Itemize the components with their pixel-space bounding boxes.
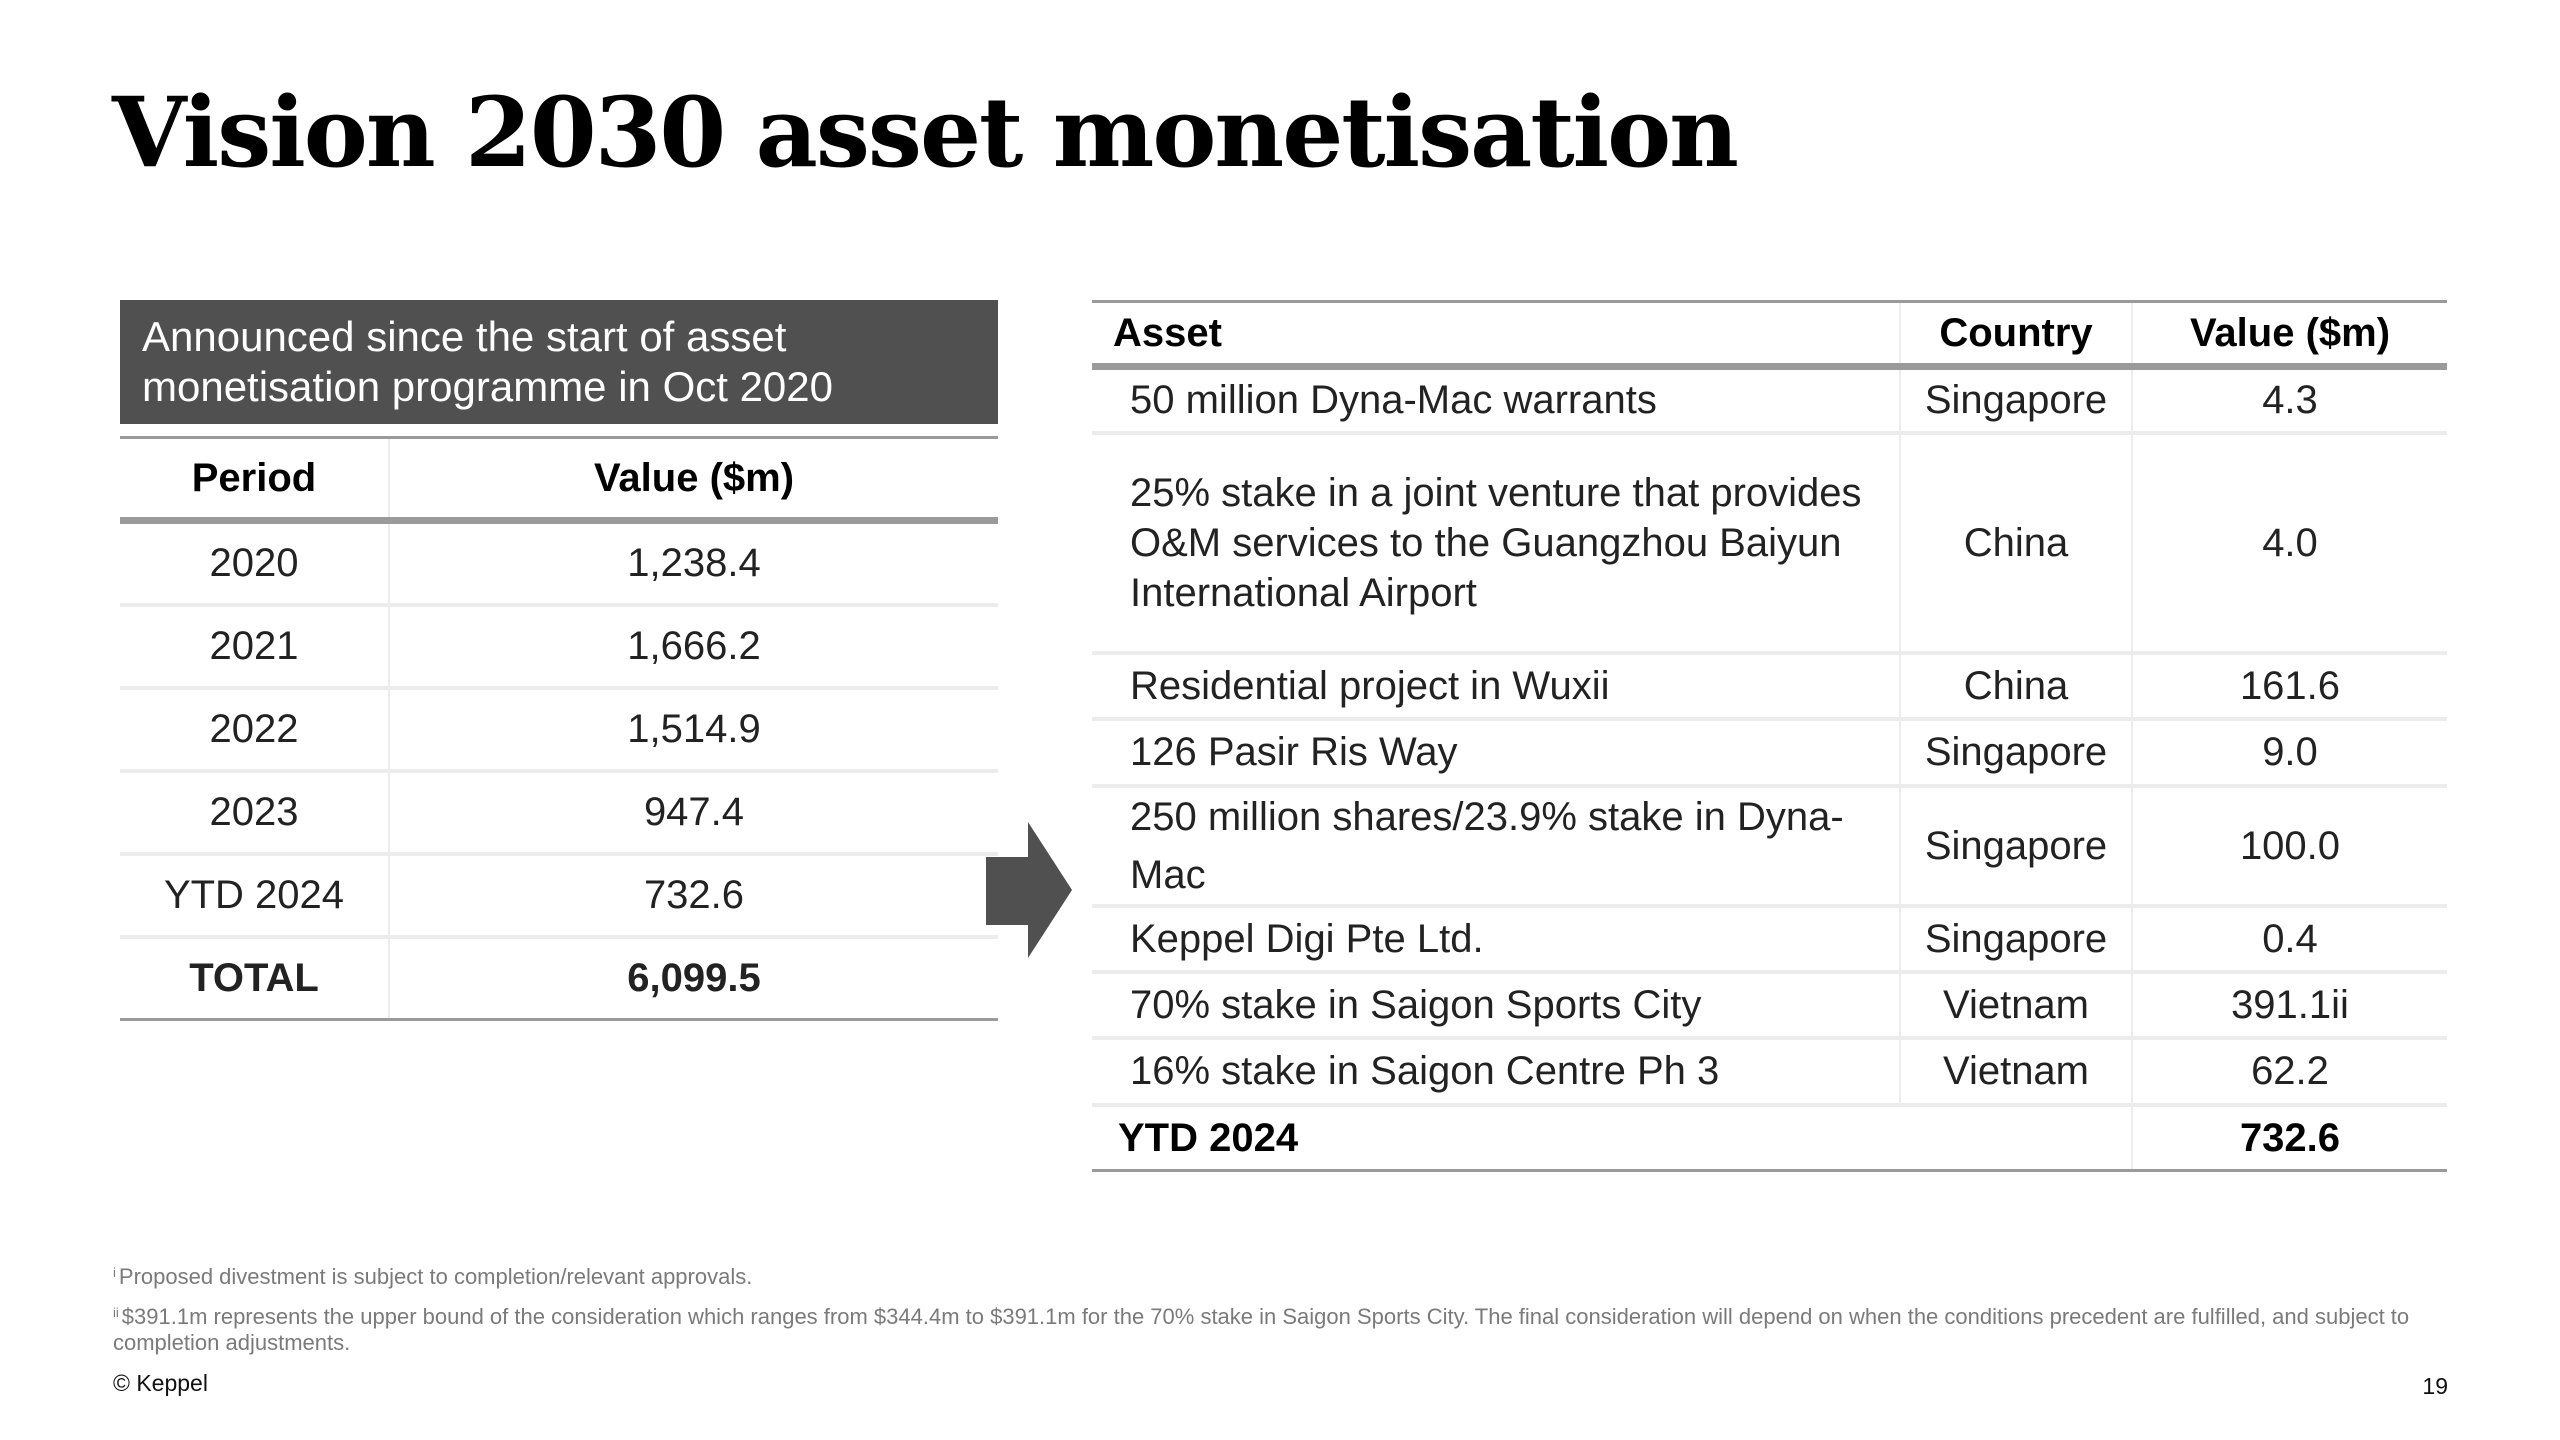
value-cell: 1,238.4 bbox=[389, 520, 998, 607]
total-label: TOTAL bbox=[120, 937, 390, 1021]
table-row: YTD 2024 732.6 bbox=[120, 854, 998, 939]
value-cell: 947.4 bbox=[389, 771, 998, 856]
period-cell: 2023 bbox=[120, 771, 390, 856]
period-cell: YTD 2024 bbox=[120, 854, 390, 939]
country-cell: China bbox=[1900, 652, 2133, 721]
value-cell: 1,666.2 bbox=[389, 605, 998, 690]
period-summary-table: Period Value ($m) 2020 1,238.4 2021 1,66… bbox=[120, 436, 998, 1021]
total-value: 732.6 bbox=[2132, 1104, 2447, 1172]
asset-cell: 250 million shares/23.9% stake in Dyna-M… bbox=[1092, 785, 1901, 908]
country-cell: Vietnam bbox=[1900, 1037, 2133, 1107]
asset-cell: 70% stake in Saigon Sports City bbox=[1092, 971, 1901, 1040]
total-label: YTD 2024 bbox=[1092, 1104, 2133, 1172]
table-row: 70% stake in Saigon Sports City Vietnam … bbox=[1092, 971, 2447, 1040]
period-cell: 2022 bbox=[120, 688, 390, 773]
column-header-period: Period bbox=[120, 437, 390, 521]
total-row: TOTAL 6,099.5 bbox=[120, 937, 998, 1021]
asset-cell: 25% stake in a joint venture that provid… bbox=[1092, 432, 1901, 655]
asset-cell: 126 Pasir Ris Way bbox=[1092, 718, 1901, 788]
table-row: 126 Pasir Ris Way Singapore 9.0 bbox=[1092, 718, 2447, 788]
table-row: Keppel Digi Pte Ltd. Singapore 0.4 bbox=[1092, 905, 2447, 974]
table-row: 2023 947.4 bbox=[120, 771, 998, 856]
copyright: © Keppel bbox=[113, 1370, 208, 1396]
value-cell: 4.0 bbox=[2132, 432, 2447, 655]
table-row: 50 million Dyna-Mac warrants Singapore 4… bbox=[1092, 366, 2447, 435]
value-cell: 62.2 bbox=[2132, 1037, 2447, 1107]
country-cell: Singapore bbox=[1900, 366, 2133, 435]
table-row: 16% stake in Saigon Centre Ph 3 Vietnam … bbox=[1092, 1037, 2447, 1107]
table-row: 250 million shares/23.9% stake in Dyna-M… bbox=[1092, 785, 2447, 908]
country-cell: China bbox=[1900, 432, 2133, 655]
country-cell: Singapore bbox=[1900, 718, 2133, 788]
table-row: 2022 1,514.9 bbox=[120, 688, 998, 773]
period-summary-panel: Announced since the start of asset monet… bbox=[120, 300, 998, 1021]
value-cell: 161.6 bbox=[2132, 652, 2447, 721]
country-cell: Singapore bbox=[1900, 905, 2133, 974]
column-header-value: Value ($m) bbox=[593, 455, 795, 500]
right-arrow-icon bbox=[986, 822, 1072, 958]
footnote: ii $391.1m represents the upper bound of … bbox=[113, 1304, 2453, 1356]
footnotes: i Proposed divestment is subject to compl… bbox=[113, 1264, 2453, 1370]
column-header-value: Value ($m) bbox=[2189, 310, 2391, 355]
page-number: 19 bbox=[2422, 1373, 2448, 1399]
value-cell: 732.6 bbox=[389, 854, 998, 939]
asset-cell: 50 million Dyna-Mac warrants bbox=[1092, 366, 1901, 435]
asset-table: Asset Country Value ($m) 50 million Dyna… bbox=[1092, 300, 2447, 1172]
table-header-row: Asset Country Value ($m) bbox=[1092, 301, 2447, 367]
value-cell: 100.0 bbox=[2132, 785, 2447, 908]
footnote-text: $391.1m represents the upper bound of th… bbox=[113, 1304, 2410, 1355]
total-row: YTD 2024 732.6 bbox=[1092, 1104, 2447, 1172]
value-cell: 0.4 bbox=[2132, 905, 2447, 974]
column-header-country: Country bbox=[1900, 301, 2133, 367]
asset-cell: 16% stake in Saigon Centre Ph 3 bbox=[1092, 1037, 1901, 1107]
arrow-shape bbox=[986, 822, 1072, 958]
value-cell: 391.1ii bbox=[2132, 971, 2447, 1040]
country-cell: Singapore bbox=[1900, 785, 2133, 908]
value-cell: 9.0 bbox=[2132, 718, 2447, 788]
footnote-text: Proposed divestment is subject to comple… bbox=[118, 1264, 753, 1289]
period-cell: 2021 bbox=[120, 605, 390, 690]
value-cell: 1,514.9 bbox=[389, 688, 998, 773]
table-row: 25% stake in a joint venture that provid… bbox=[1092, 432, 2447, 655]
asset-cell: Residential project in Wuxii bbox=[1092, 652, 1901, 721]
value-cell: 4.3 bbox=[2132, 366, 2447, 435]
total-value: 6,099.5 bbox=[389, 937, 998, 1021]
asset-cell: Keppel Digi Pte Ltd. bbox=[1092, 905, 1901, 974]
table-row: 2021 1,666.2 bbox=[120, 605, 998, 690]
footnote-marker: i bbox=[113, 1265, 116, 1280]
table-row: Residential project in Wuxii China 161.6 bbox=[1092, 652, 2447, 721]
page-title: Vision 2030 asset monetisation bbox=[112, 76, 1739, 189]
footnote-marker: ii bbox=[113, 1305, 119, 1320]
country-cell: Vietnam bbox=[1900, 971, 2133, 1040]
table-header-row: Period Value ($m) bbox=[120, 437, 998, 521]
table-row: 2020 1,238.4 bbox=[120, 520, 998, 607]
period-summary-banner: Announced since the start of asset monet… bbox=[120, 300, 998, 424]
column-header-asset: Asset bbox=[1092, 301, 1901, 367]
footnote: i Proposed divestment is subject to compl… bbox=[113, 1264, 2453, 1290]
period-cell: 2020 bbox=[120, 520, 390, 607]
